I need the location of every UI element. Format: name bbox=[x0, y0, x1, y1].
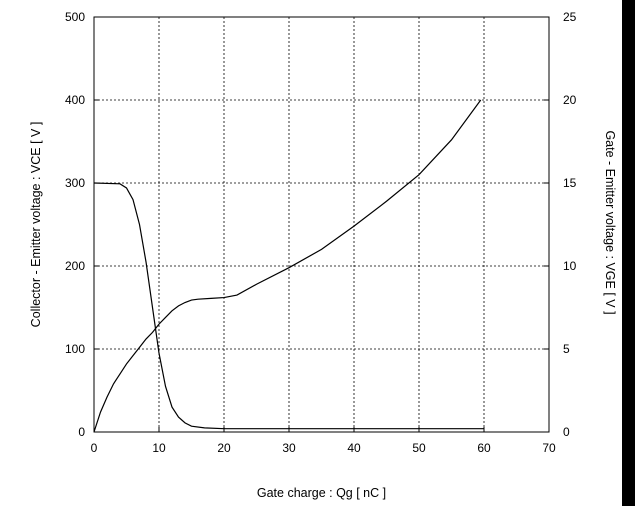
x-tick-label: 0 bbox=[91, 441, 98, 455]
y2-tick-label: 15 bbox=[563, 176, 577, 190]
y-tick-label: 500 bbox=[65, 10, 85, 24]
vge-curve bbox=[93, 99, 482, 433]
y-tick-label: 100 bbox=[65, 342, 85, 356]
x-tick-label: 60 bbox=[477, 441, 491, 455]
x-tick-label: 30 bbox=[282, 441, 296, 455]
y-tick-label: 300 bbox=[65, 176, 85, 190]
x-axis-label: Gate charge : Qg [ nC ] bbox=[257, 486, 386, 500]
x-tick-label: 20 bbox=[217, 441, 231, 455]
x-tick-label: 40 bbox=[347, 441, 361, 455]
y-tick-label: 200 bbox=[65, 259, 85, 273]
ticks: 0 10 20 30 40 50 60 70 0 100 200 300 400 500 0 5 10 15 20 2… bbox=[65, 10, 577, 455]
x-tick-label: 50 bbox=[412, 441, 426, 455]
y2-tick-label: 25 bbox=[563, 10, 577, 24]
plot-frame bbox=[93, 16, 550, 433]
x-tick-label: 10 bbox=[152, 441, 166, 455]
y2-tick-label: 10 bbox=[563, 259, 577, 273]
grid bbox=[94, 17, 549, 432]
y2-tick-label: 5 bbox=[563, 342, 570, 356]
y-tick-label: 400 bbox=[65, 93, 85, 107]
vce-curve bbox=[93, 182, 484, 430]
y-tick-label: 0 bbox=[78, 425, 85, 439]
y2-tick-label: 20 bbox=[563, 93, 577, 107]
right-edge-bar bbox=[622, 0, 635, 506]
x-tick-label: 70 bbox=[542, 441, 556, 455]
y-axis-label-left: Collector - Emitter voltage : VCE [ V ] bbox=[29, 122, 43, 328]
y-axis-label-right: Gate - Emitter voltage : VGE [ V ] bbox=[603, 130, 617, 314]
y2-tick-label: 0 bbox=[563, 425, 570, 439]
series-group bbox=[93, 99, 484, 433]
